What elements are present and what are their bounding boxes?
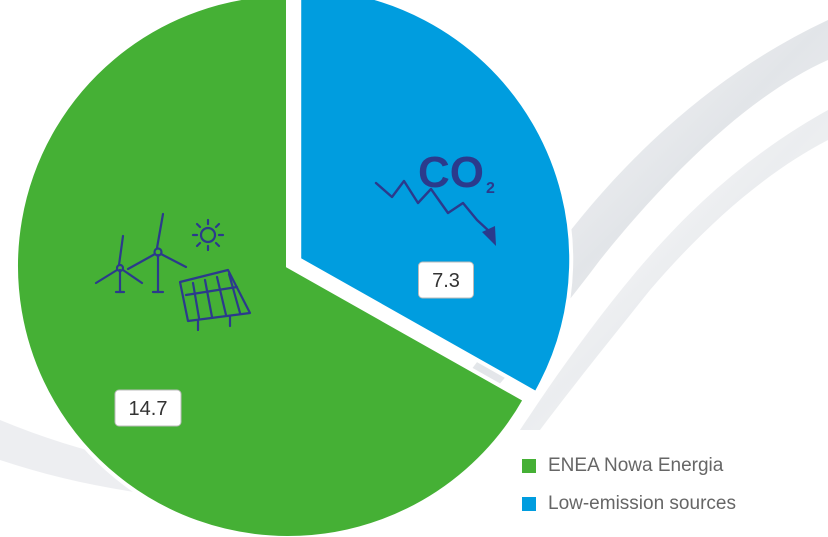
legend: ENEA Nowa Energia Low-emission sources — [522, 447, 736, 523]
data-label-text: 14.7 — [129, 398, 168, 420]
legend-label: Low-emission sources — [548, 493, 736, 514]
data-labels: 14.7 7.3 — [114, 261, 474, 427]
co2-text: CO 2 — [418, 148, 495, 197]
data-label-text: 7.3 — [432, 270, 460, 292]
pie-slices — [14, 0, 574, 537]
legend-label: ENEA Nowa Energia — [548, 455, 724, 476]
legend-swatch-green — [522, 459, 536, 473]
data-label-1: 14.7 — [114, 389, 182, 427]
legend-item-low-emission-sources: Low-emission sources — [522, 485, 736, 523]
renewables-icon — [94, 212, 252, 332]
legend-swatch-blue — [522, 497, 536, 511]
data-label-box — [114, 389, 182, 427]
data-label-2: 7.3 — [418, 261, 474, 299]
legend-item-enea-nowa-energia: ENEA Nowa Energia — [522, 447, 736, 485]
data-label-box — [418, 261, 474, 299]
co2-reduction-icon: CO 2 — [374, 148, 496, 246]
